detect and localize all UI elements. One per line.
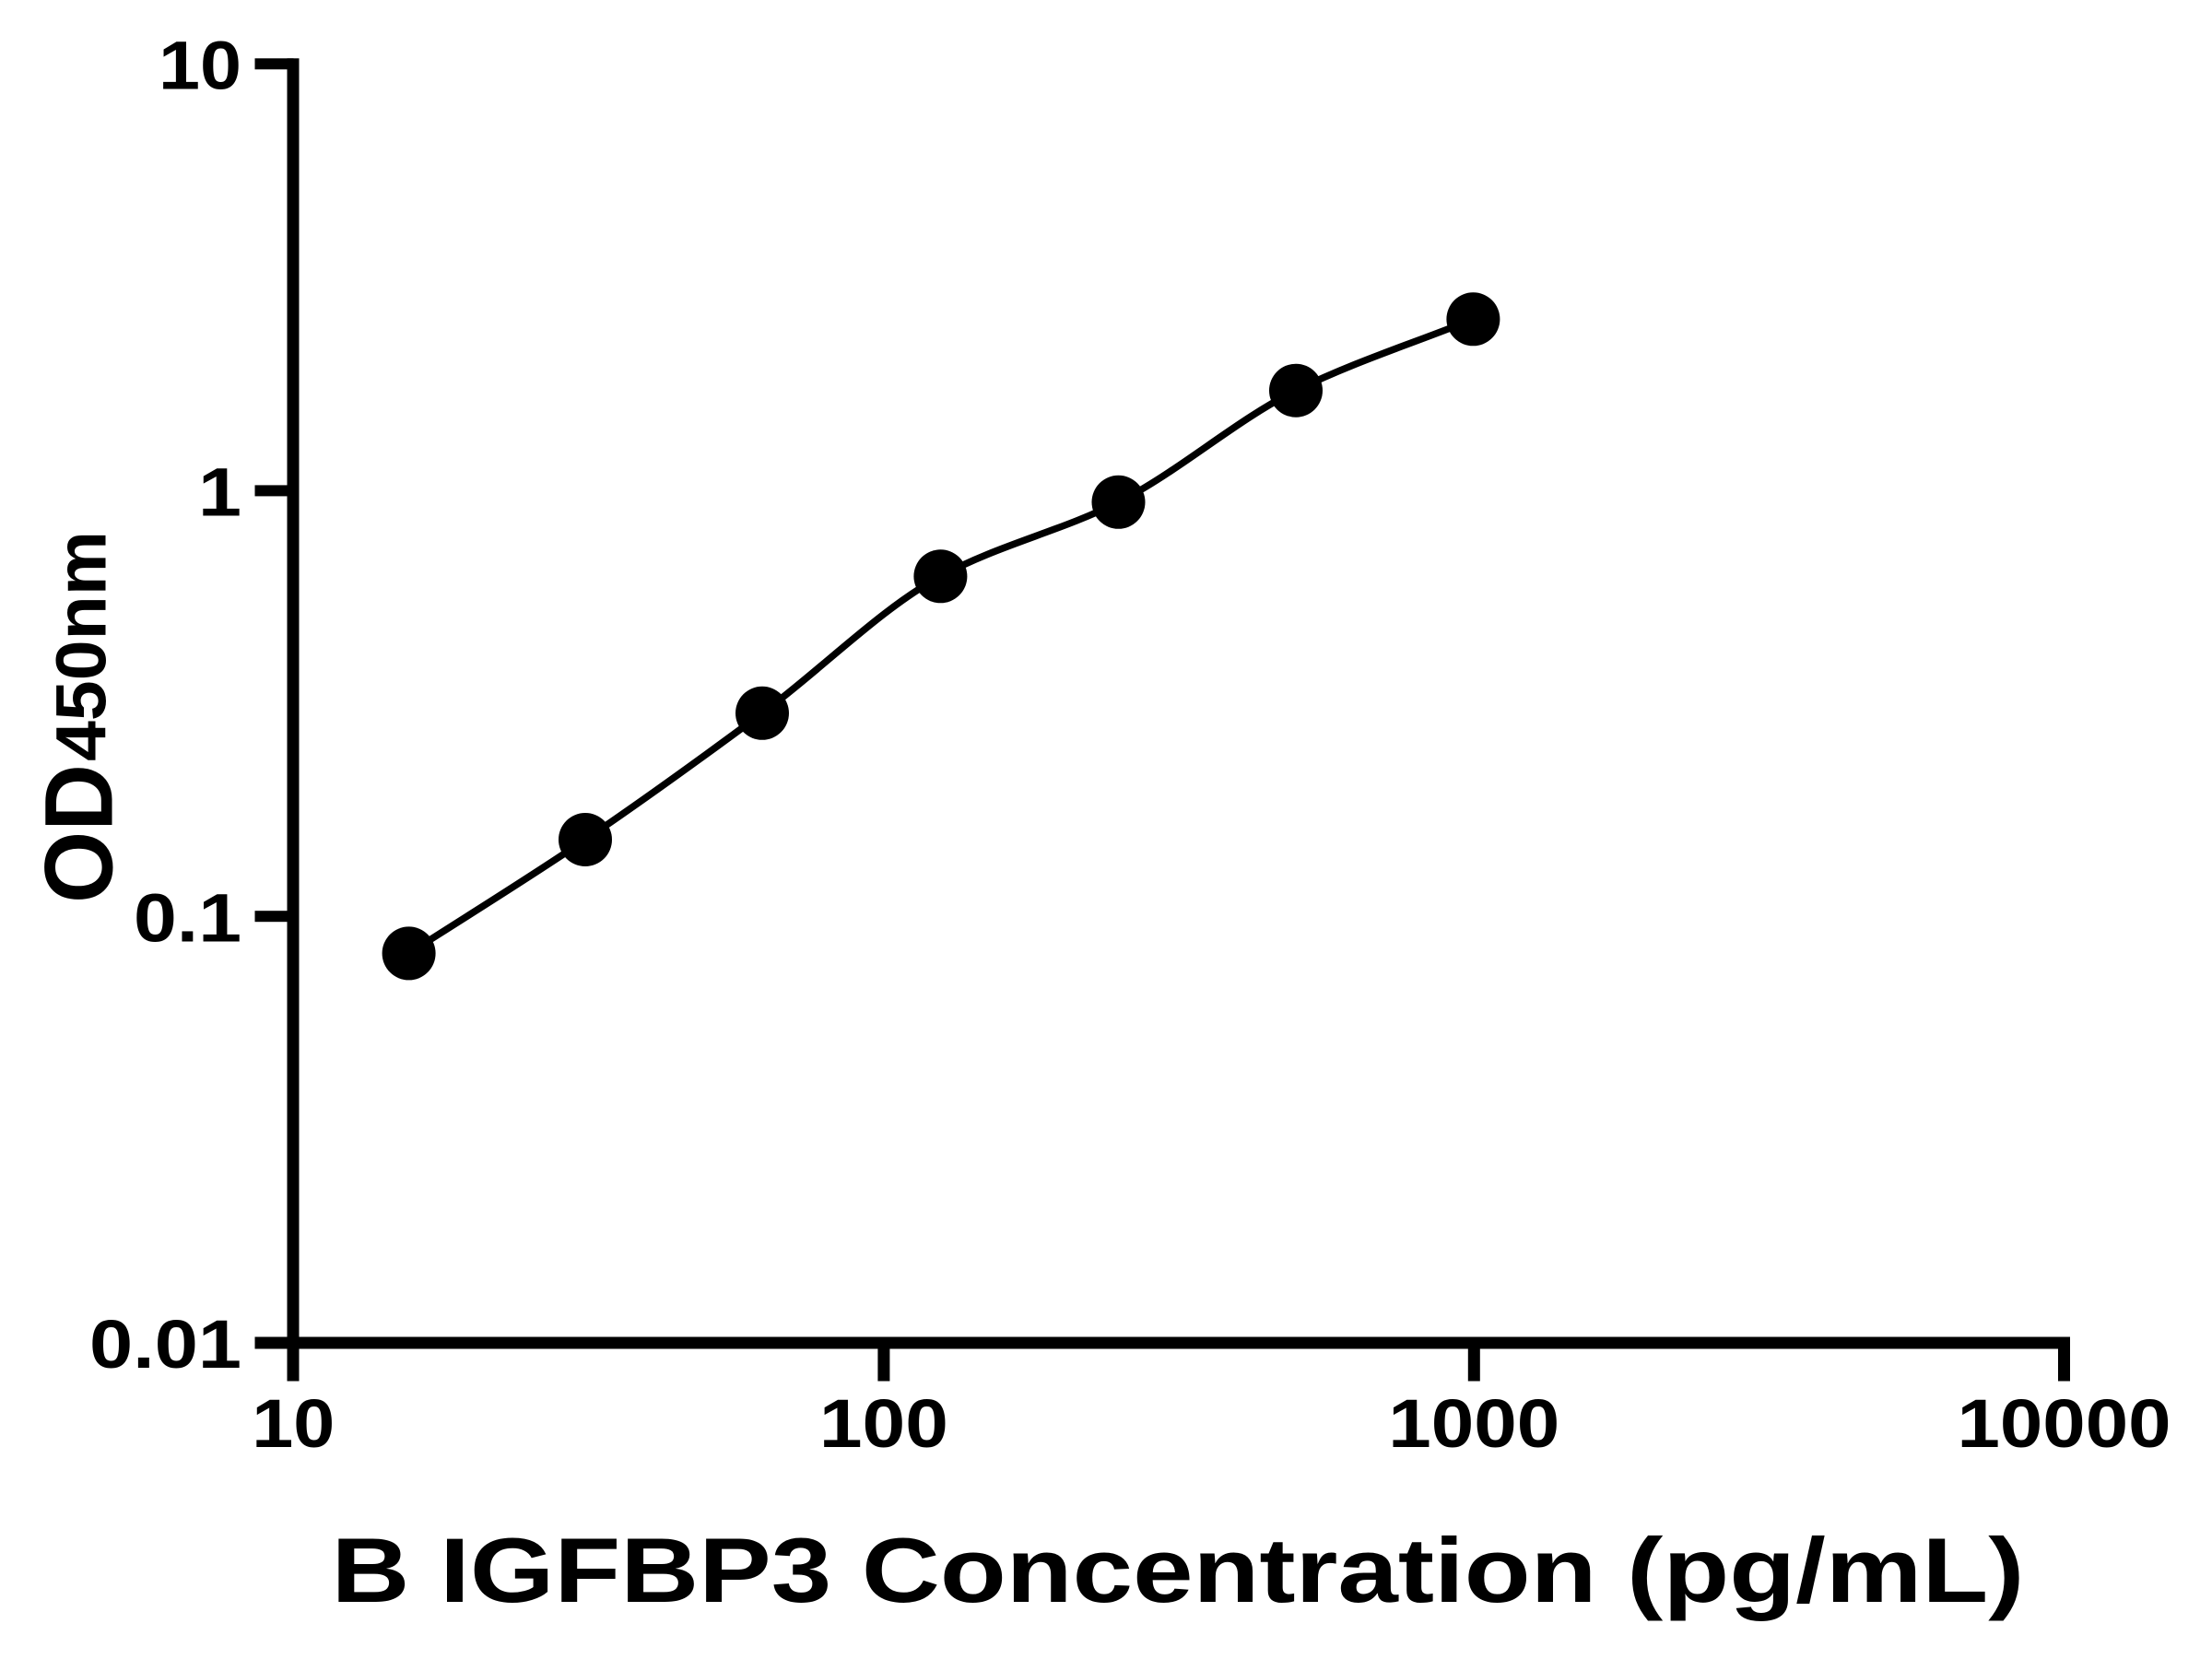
svg-text:OD: OD — [26, 764, 134, 903]
svg-text:B IGFBP3 Concentration (pg/mL): B IGFBP3 Concentration (pg/mL) — [332, 1519, 2025, 1621]
svg-text:0.1: 0.1 — [134, 880, 241, 957]
svg-text:1: 1 — [198, 454, 241, 531]
svg-text:10000: 10000 — [1958, 1385, 2171, 1462]
svg-text:450nm: 450nm — [42, 531, 122, 761]
svg-text:0.01: 0.01 — [89, 1306, 241, 1382]
svg-text:10: 10 — [252, 1385, 335, 1462]
svg-text:10: 10 — [159, 28, 241, 104]
svg-text:1000: 1000 — [1388, 1385, 1559, 1462]
svg-text:100: 100 — [819, 1385, 948, 1462]
